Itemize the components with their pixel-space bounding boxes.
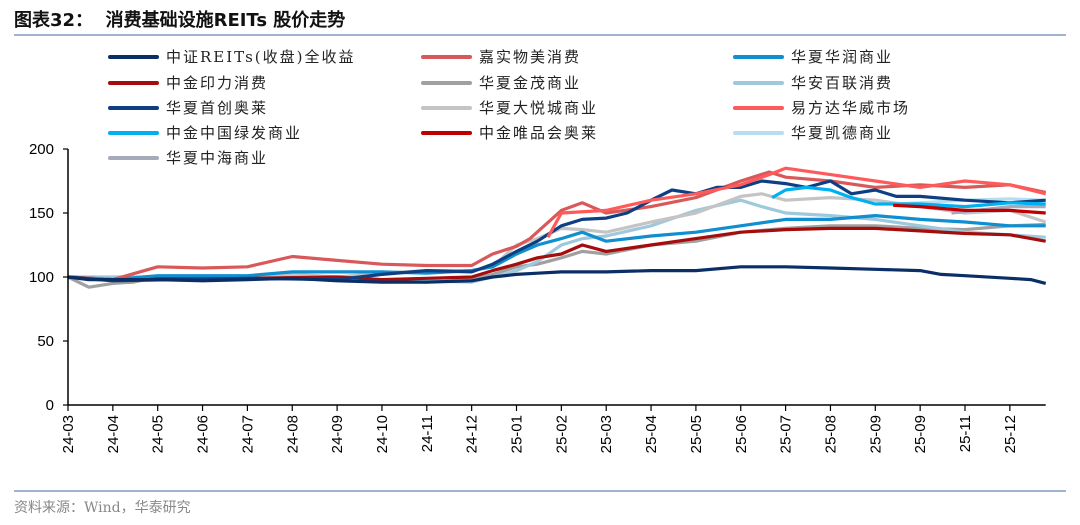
x-tick-label: 24-09 <box>329 415 346 453</box>
legend-item: 华夏大悦城商业 <box>421 99 598 117</box>
legend-label: 中证REITs(收盘)全收益 <box>166 48 356 66</box>
x-tick-label: 25-08 <box>822 415 839 453</box>
x-tick-label: 25-07 <box>778 415 795 453</box>
legend-item: 华安百联消费 <box>733 74 893 92</box>
x-tick-label: 24-11 <box>419 415 436 452</box>
legend-label: 易方达华威市场 <box>791 99 910 117</box>
x-tick-label: 24-06 <box>195 415 212 453</box>
x-tick-label: 24-08 <box>284 415 301 453</box>
series-line-11 <box>893 203 1046 215</box>
y-tick-label: 200 <box>29 141 54 158</box>
title-divider <box>14 34 1066 36</box>
legend-label: 中金中国绿发商业 <box>166 124 302 142</box>
x-tick-label: 25-04 <box>643 415 660 453</box>
x-tick-label: 25-11 <box>957 415 974 452</box>
x-tick-label: 24-10 <box>374 415 391 453</box>
legend-item: 华夏金茂商业 <box>421 74 581 92</box>
legend-item: 华夏华润商业 <box>733 48 893 66</box>
chart-title: 图表32： 消费基础设施REITs 股价走势 <box>14 10 346 31</box>
x-tick-label: 25-09 <box>867 415 884 453</box>
x-tick-label: 25-03 <box>598 415 615 453</box>
y-tick-label: 100 <box>29 269 54 286</box>
series-line-3 <box>67 214 1046 282</box>
legend-item: 中证REITs(收盘)全收益 <box>108 48 356 66</box>
legend-item: 中金中国绿发商业 <box>108 124 302 142</box>
source-note: 资料来源：Wind，华泰研究 <box>14 500 191 516</box>
x-tick-label: 24-12 <box>464 415 481 453</box>
x-tick-label: 25-01 <box>509 415 526 453</box>
series-lines <box>67 166 1047 289</box>
legend-item: 中金印力消费 <box>108 74 268 92</box>
x-tick-label: 25-09 <box>912 415 929 453</box>
x-tick-label: 25-06 <box>733 415 750 453</box>
series-line-2 <box>67 170 1047 282</box>
x-tick-label: 24-07 <box>239 415 256 453</box>
legend-label: 中金唯品会奥莱 <box>479 124 598 142</box>
x-tick-label: 24-03 <box>60 415 77 453</box>
legend-label: 华夏中海商业 <box>166 149 268 167</box>
y-tick-label: 0 <box>46 397 54 414</box>
series-line-1 <box>67 265 1047 285</box>
legend-label: 中金印力消费 <box>166 74 268 92</box>
x-tick-label: 25-05 <box>688 415 705 453</box>
series-line-4 <box>67 226 1046 282</box>
legend-label: 嘉实物美消费 <box>479 48 581 66</box>
legend-label: 华夏金茂商业 <box>479 74 581 92</box>
x-tick-label: 24-04 <box>105 415 122 453</box>
legend-label: 华夏大悦城商业 <box>479 99 598 117</box>
x-tick-label: 25-12 <box>1002 415 1019 453</box>
legend-label: 华夏首创奥莱 <box>166 99 268 117</box>
series-line-7 <box>67 179 1046 283</box>
legend-item: 华夏中海商业 <box>108 149 268 167</box>
legend-item: 嘉实物美消费 <box>421 48 581 66</box>
series-line-9 <box>546 166 1047 239</box>
legend-label: 华夏凯德商业 <box>791 124 893 142</box>
legend-label: 华夏华润商业 <box>791 48 893 66</box>
x-tick-label: 25-02 <box>553 415 570 453</box>
legend-label: 华安百联消费 <box>791 74 893 92</box>
legend-item: 易方达华威市场 <box>733 99 910 117</box>
y-tick-label: 50 <box>37 333 54 350</box>
axes: 0 50 100 150 200 24-03 24-04 24-05 24-06 24-07 24-… <box>29 141 1046 453</box>
series-line-10 <box>771 185 1046 209</box>
legend-item: 华夏首创奥莱 <box>108 99 268 117</box>
legend-item: 中金唯品会奥莱 <box>421 124 598 142</box>
footer-divider <box>14 490 1066 492</box>
x-tick-label: 24-05 <box>150 415 167 453</box>
y-tick-label: 150 <box>29 205 54 222</box>
legend-item: 华夏凯德商业 <box>733 124 893 142</box>
series-line-8 <box>67 192 1047 283</box>
